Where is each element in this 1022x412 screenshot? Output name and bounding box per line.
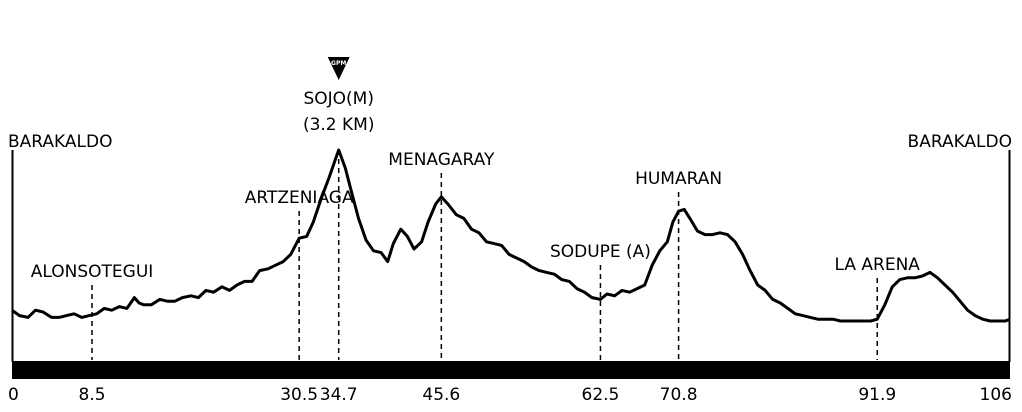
marker-lines: [91, 150, 878, 360]
x-tick-45-6: 45.6: [422, 385, 460, 405]
label-alonsotegui: ALONSOTEGUI: [31, 262, 154, 282]
x-tick-91-9: 91.9: [858, 385, 896, 405]
x-tick-8-5: 8.5: [79, 385, 106, 405]
gpm-badge-text: GPM: [331, 60, 346, 67]
gpm-marker: GPM: [327, 57, 350, 80]
profile-group: [11, 148, 1011, 323]
x-tick-0: 0: [8, 385, 19, 405]
x-tick-34-7: 34.7: [320, 385, 358, 405]
x-tick-labels: 0 8.5 30.5 34.7 45.6 62.5 70.8 91.9 106: [8, 385, 1012, 405]
waypoint-labels: BARAKALDO BARAKALDO ALONSOTEGUI ARTZENIAGA S…: [8, 89, 1012, 282]
label-sojo-m-distance: (3.2 KM): [303, 115, 375, 135]
label-menagaray: MENAGARAY: [388, 150, 495, 170]
x-tick-106: 106: [980, 385, 1012, 405]
baseline-bar: [12, 361, 1010, 379]
x-tick-30-5: 30.5: [280, 385, 318, 405]
x-tick-62-5: 62.5: [582, 385, 620, 405]
label-barakaldo: BARAKALDO: [8, 132, 112, 152]
label-sojo-m: SOJO(M): [303, 89, 374, 109]
label-humaran: HUMARAN: [635, 169, 722, 189]
label-artzeniaga: ARTZENIAGA: [245, 188, 354, 208]
x-tick-70-8: 70.8: [660, 385, 698, 405]
elevation-line: [11, 148, 1011, 323]
gpm-triangle-icon: [327, 57, 350, 80]
label-la-arena: LA ARENA: [835, 255, 921, 275]
label-sodupe-a: SODUPE (A): [550, 242, 651, 262]
label-barakaldo: BARAKALDO: [908, 132, 1012, 152]
